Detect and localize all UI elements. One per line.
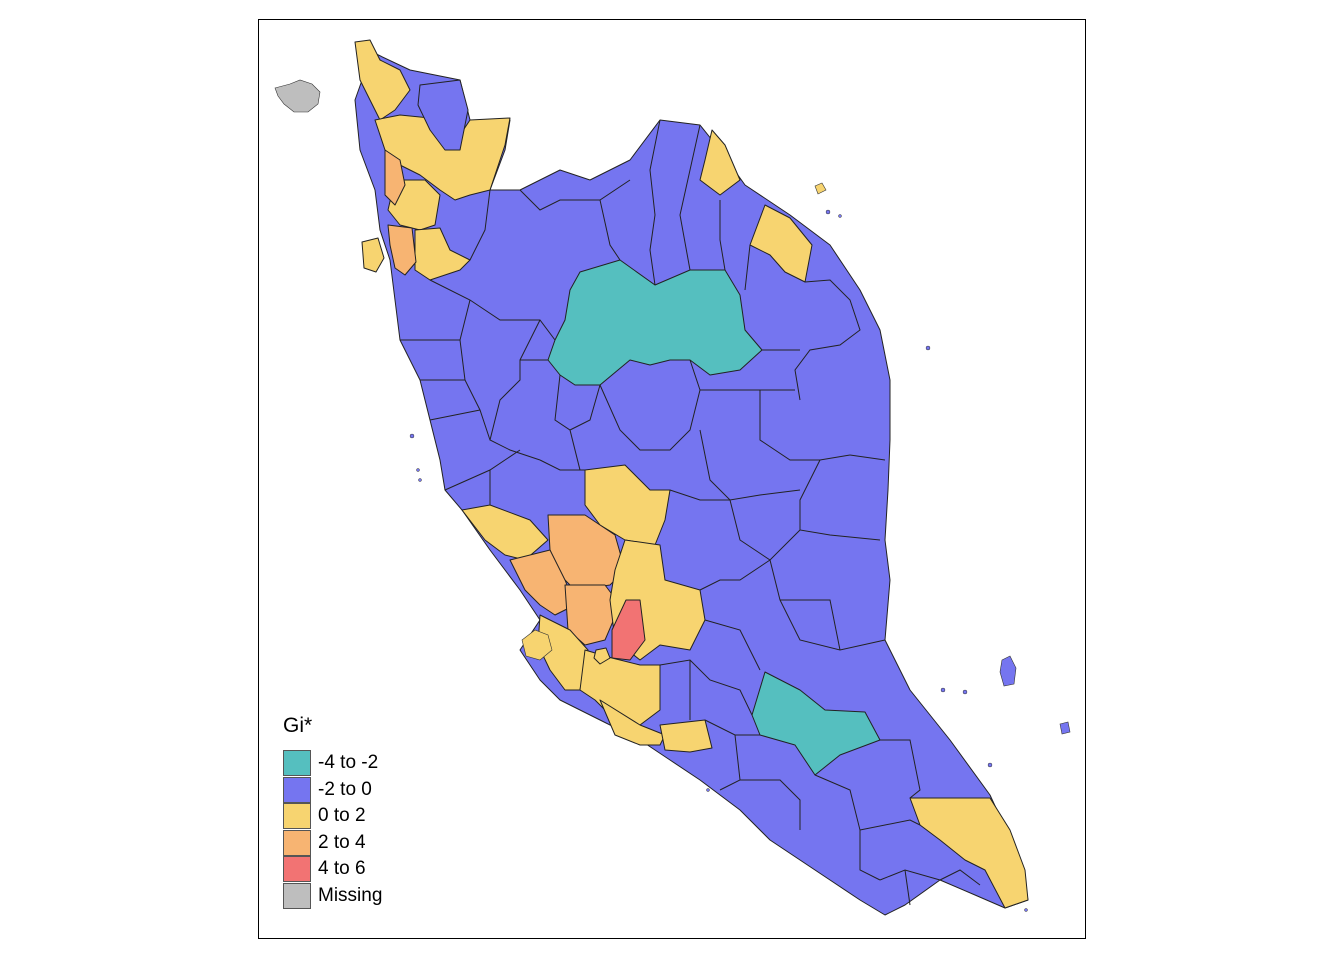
region-wc-yellow-2 bbox=[461, 504, 549, 561]
legend-label: -2 to 0 bbox=[318, 778, 372, 800]
legend-label: 4 to 6 bbox=[318, 858, 366, 880]
legend-swatch bbox=[283, 882, 311, 909]
region-sw-yellow-4 bbox=[659, 719, 713, 753]
island-langkawi-missing bbox=[274, 79, 321, 113]
region-sw-yellow-2 bbox=[579, 649, 661, 726]
region-central-teal bbox=[547, 259, 763, 386]
island-klang-coast bbox=[521, 629, 553, 661]
legend-swatch bbox=[283, 803, 311, 830]
small-islets bbox=[409, 209, 1028, 912]
legend-item: -2 to 0 bbox=[283, 776, 382, 804]
legend-label: 2 to 4 bbox=[318, 831, 366, 853]
region-south-teal bbox=[751, 671, 881, 776]
region-nw-orange-1 bbox=[384, 149, 406, 206]
legend-label: -4 to -2 bbox=[318, 752, 379, 774]
legend-item: 0 to 2 bbox=[283, 803, 382, 830]
legend-item: 4 to 6 bbox=[283, 856, 382, 883]
region-wc-orange-2 bbox=[509, 549, 576, 616]
legend-swatch bbox=[283, 750, 311, 777]
region-se-yellow bbox=[909, 797, 1029, 909]
legend-swatch bbox=[283, 776, 311, 803]
district-boundaries bbox=[400, 119, 981, 906]
region-peninsula-base bbox=[354, 51, 1029, 916]
island-ne-small bbox=[814, 182, 827, 195]
legend-label: Missing bbox=[318, 884, 383, 906]
region-wc-red bbox=[611, 599, 646, 661]
region-sw-yellow-3 bbox=[599, 699, 666, 746]
island-offshore-east bbox=[999, 655, 1017, 687]
region-nw-blue-inner bbox=[417, 79, 469, 151]
region-nw-orange-2 bbox=[387, 224, 417, 276]
region-ne-yellow-2 bbox=[749, 204, 813, 283]
region-nw-yellow-4 bbox=[414, 227, 471, 281]
region-small-enclave bbox=[593, 647, 611, 665]
legend-item: Missing bbox=[283, 882, 383, 910]
region-wc-yellow-1 bbox=[584, 464, 671, 546]
legend-swatch bbox=[283, 829, 311, 856]
region-ne-yellow-1 bbox=[699, 129, 741, 196]
legend-label: 0 to 2 bbox=[318, 805, 366, 827]
region-nw-yellow-1 bbox=[354, 39, 411, 121]
legend-item: -4 to -2 bbox=[283, 750, 382, 777]
legend-item: 2 to 4 bbox=[283, 829, 382, 857]
map-legend: Gi* -4 to -2 -2 to 0 0 to 2 2 to 4 4 to … bbox=[283, 708, 382, 909]
region-penang-yellow bbox=[361, 237, 385, 273]
legend-title: Gi* bbox=[283, 714, 313, 737]
legend-swatch bbox=[283, 856, 311, 883]
island-offshore-se bbox=[1059, 721, 1071, 735]
